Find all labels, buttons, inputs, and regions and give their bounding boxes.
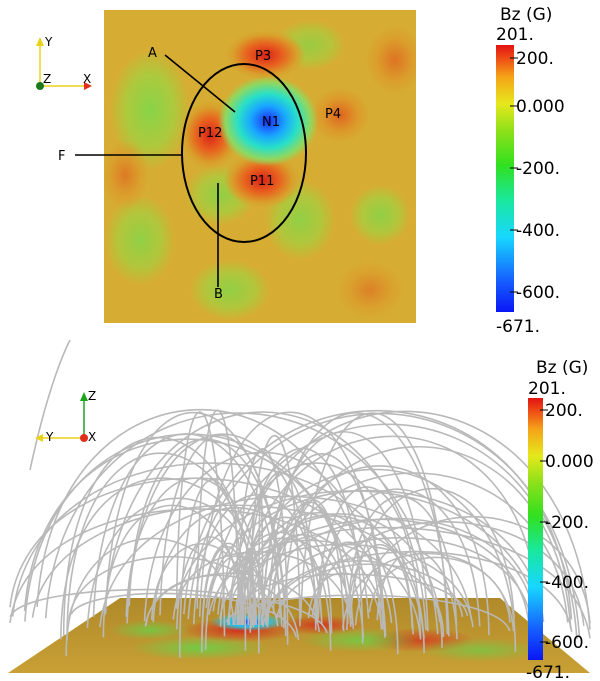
field-line <box>29 340 71 471</box>
field-line <box>66 452 257 640</box>
axis-label-y: Y <box>44 35 53 49</box>
axis-triad-top: Y Z X <box>36 35 92 90</box>
field-line-view: Z Y X Bz (G) 201. 200. 0.000 -200. -400.… <box>8 340 594 681</box>
field-line <box>187 412 581 638</box>
label-p11: P11 <box>250 174 274 189</box>
axis-label-x: X <box>88 430 96 444</box>
field-line <box>65 537 235 657</box>
colorbar-gradient <box>496 45 514 312</box>
field-line <box>349 488 515 620</box>
colorbar-top: Bz (G) 201. 200. 0.000 -200. -400. -600.… <box>496 5 565 337</box>
field-line <box>179 479 245 658</box>
field-line <box>196 409 240 622</box>
field-line <box>260 537 534 637</box>
field-line <box>102 504 244 638</box>
field-line <box>208 526 591 639</box>
bottom-fieldline-panel: Z Y X Bz (G) 201. 200. 0.000 -200. -400.… <box>0 340 600 681</box>
colorbar-gradient <box>528 398 543 660</box>
field-line <box>60 477 267 640</box>
axis-label-y: Y <box>45 430 54 444</box>
field-line <box>70 592 298 638</box>
colorbar-tick: 0.000 <box>545 452 594 472</box>
colorbar-title: Bz (G) <box>536 358 588 378</box>
magnetogram-map <box>104 10 416 323</box>
field-line <box>172 490 543 635</box>
colorbar-max: 201. <box>528 379 566 399</box>
colorbar-tick: 0.000 <box>516 97 565 117</box>
field-line <box>237 447 289 645</box>
label-n1: N1 <box>262 115 280 130</box>
field-line <box>217 537 355 630</box>
colorbar-bottom: Bz (G) 201. 200. 0.000 -200. -400. -600.… <box>526 358 594 681</box>
label-p12: P12 <box>198 126 222 141</box>
label-a: A <box>148 46 157 61</box>
field-line <box>228 531 332 651</box>
field-line <box>341 552 515 632</box>
magnetic-field-lines <box>9 340 591 658</box>
colorbar-tick: -400. <box>545 573 589 593</box>
field-line <box>205 423 578 640</box>
field-line <box>193 493 323 625</box>
field-line <box>262 550 573 633</box>
label-f: F <box>58 149 65 164</box>
colorbar-tick: 200. <box>516 49 554 69</box>
axis-label-x: X <box>83 72 91 86</box>
colorbar-min: -671. <box>496 317 540 337</box>
field-line <box>104 411 427 631</box>
colorbar-tick: -200. <box>516 159 560 179</box>
colorbar-max: 201. <box>496 25 534 45</box>
magnetogram-view: A F B P3 P4 P12 P11 N1 Y Z X Bz (G) 201.… <box>36 5 565 337</box>
colorbar-tick: -400. <box>516 221 560 241</box>
field-line <box>311 521 585 626</box>
field-line <box>23 438 365 638</box>
field-line <box>354 516 591 626</box>
colorbar-tick: -600. <box>516 283 560 303</box>
field-line <box>317 488 481 627</box>
field-line <box>201 545 252 653</box>
colorbar-tick: 200. <box>545 401 583 421</box>
field-line <box>265 465 490 636</box>
field-line <box>346 544 413 631</box>
pointer-line-a <box>164 54 236 113</box>
axis-label-z: Z <box>88 389 96 403</box>
region-outline-ellipse <box>181 63 307 243</box>
field-line <box>241 512 399 655</box>
field-line <box>307 572 383 630</box>
label-p3: P3 <box>255 49 271 64</box>
colorbar-title: Bz (G) <box>500 5 552 25</box>
top-magnetogram-panel: A F B P3 P4 P12 P11 N1 Y Z X Bz (G) 201.… <box>0 0 600 340</box>
field-line <box>267 412 450 637</box>
label-p4: P4 <box>325 107 341 122</box>
axis-label-z: Z <box>43 72 51 86</box>
field-line <box>239 435 541 631</box>
colorbar-tick: -600. <box>545 633 589 653</box>
field-line <box>125 477 265 617</box>
label-b: B <box>214 287 223 302</box>
field-line <box>204 555 267 651</box>
colorbar-min: -671. <box>526 663 570 681</box>
field-line <box>126 433 318 624</box>
field-line <box>266 445 572 629</box>
field-line <box>347 495 458 626</box>
axis-triad-bottom: Z Y X <box>35 389 96 444</box>
field-line <box>241 447 364 644</box>
field-line <box>265 560 445 637</box>
colorbar-tick: -200. <box>545 513 589 533</box>
field-line <box>315 486 422 640</box>
